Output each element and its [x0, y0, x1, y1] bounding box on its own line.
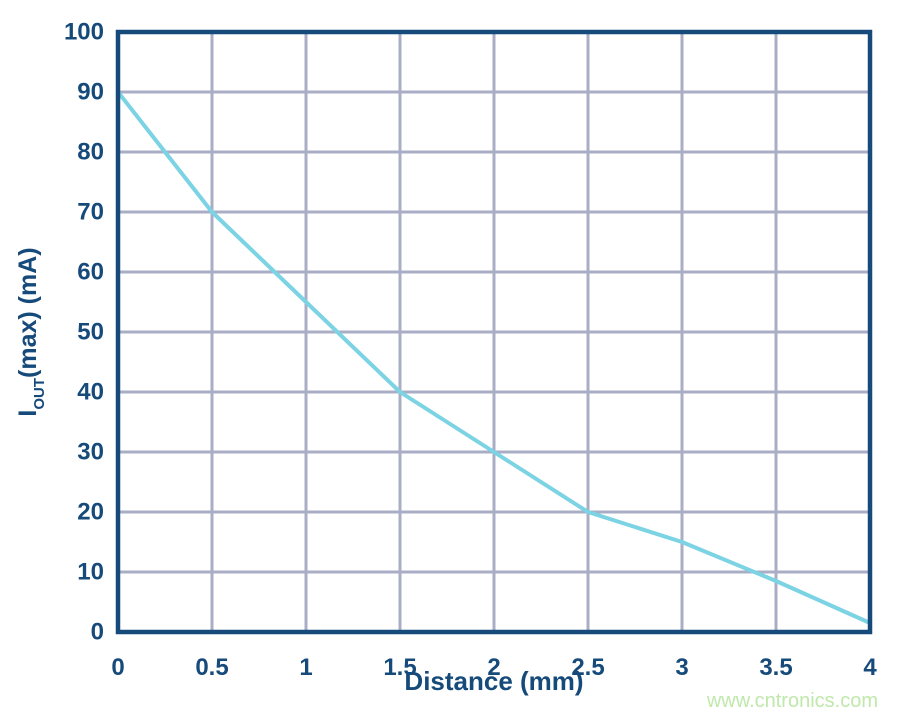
- y-tick-label: 30: [77, 439, 104, 466]
- y-axis-title-symbol: I: [14, 409, 42, 417]
- y-tick-label: 60: [77, 259, 104, 286]
- x-tick-label: 3.5: [759, 654, 792, 681]
- plot-border: [115, 29, 873, 635]
- y-tick-label: 10: [77, 559, 104, 586]
- y-tick-label: 0: [91, 619, 104, 646]
- x-axis-title: Distance (mm): [404, 666, 584, 696]
- y-tick-label: 90: [77, 79, 104, 106]
- watermark-text: www.cntronics.com: [706, 690, 878, 712]
- y-tick-label: 80: [77, 139, 104, 166]
- series-line: [116, 90, 872, 625]
- x-tick-label: 4: [863, 654, 877, 681]
- y-tick-label: 20: [77, 499, 104, 526]
- y-axis-title-subscript: OUT: [31, 377, 48, 410]
- x-tick-label: 3: [675, 654, 688, 681]
- y-tick-label: 100: [64, 19, 104, 46]
- y-tick-label: 50: [77, 319, 104, 346]
- x-tick-label: 2: [487, 654, 500, 681]
- y-axis-title: IOUT(max) (mA): [14, 247, 48, 417]
- y-tick-label: 70: [77, 199, 104, 226]
- x-tick-label: 0.5: [195, 654, 228, 681]
- x-tick-label: 1.5: [383, 654, 416, 681]
- x-tick-label: 1: [299, 654, 312, 681]
- y-tick-label: 40: [77, 379, 104, 406]
- x-tick-label: 2.5: [571, 654, 604, 681]
- x-tick-label: 0: [111, 654, 124, 681]
- y-axis-title-units: (max) (mA): [14, 247, 42, 378]
